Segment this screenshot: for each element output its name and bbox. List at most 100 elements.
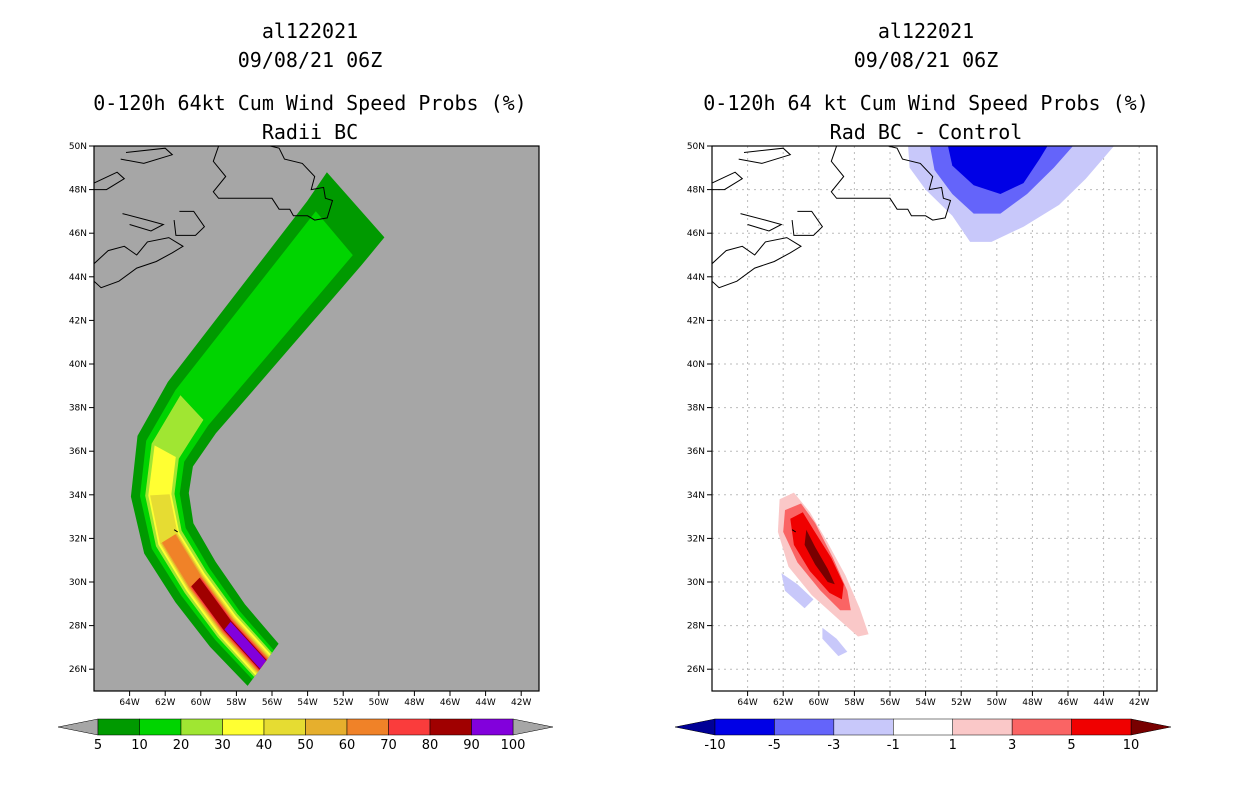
left-x-tick-label: 54W — [297, 698, 317, 708]
right-colorbar-swatch — [833, 718, 894, 736]
right-contour-minus-3-patch — [781, 573, 814, 609]
left-x-tick-label: 52W — [333, 698, 353, 708]
left-coastline — [94, 237, 184, 289]
left-colorbar-label: 10 — [131, 738, 148, 753]
right-contour-minus-3-patch — [822, 627, 848, 657]
right-coastline — [712, 171, 744, 191]
left-y-tick-label: 36N — [69, 447, 87, 457]
right-y-tick-label: 32N — [687, 534, 705, 544]
right-coastline — [712, 237, 802, 289]
right-y-tick-label: 30N — [687, 578, 705, 588]
left-colorbar-swatch — [388, 718, 431, 736]
left-x-tick-label: 44W — [475, 698, 495, 708]
left-colorbar-swatch — [180, 718, 223, 736]
right-coastline — [740, 213, 783, 232]
left-colorbar-label: 20 — [173, 738, 190, 753]
right-map-panel: 64W 62W 60W 58W 56W 54W 52W 50W 48W 46W 44W 42W 26N 2… — [674, 142, 1172, 753]
right-coastline — [830, 146, 952, 221]
left-coastline — [122, 213, 165, 232]
right-colorbar-swatch — [1011, 718, 1072, 736]
right-y-tick-label: 34N — [687, 491, 705, 501]
right-coastline — [791, 529, 796, 533]
right-chart-subtitle: Rad BC - Control — [829, 120, 1023, 144]
left-y-tick-label: 48N — [69, 186, 87, 196]
left-x-tick-label: 50W — [369, 698, 389, 708]
right-y-tick-label: 36N — [687, 447, 705, 457]
left-coastline — [120, 147, 174, 164]
left-colorbar-label: 100 — [501, 738, 526, 753]
left-colorbar-swatch — [346, 718, 389, 736]
left-y-tick-label: 26N — [69, 665, 87, 675]
right-x-tick-label: 42W — [1129, 698, 1149, 708]
left-y-tick-label: 38N — [69, 404, 87, 414]
right-colorbar-extend-high — [1130, 718, 1172, 736]
right-chart-title: 0-120h 64 kt Cum Wind Speed Probs (%) — [703, 91, 1149, 115]
right-x-tick-label: 50W — [987, 698, 1007, 708]
left-contour-20-pct — [145, 395, 272, 677]
right-x-tick-label: 54W — [915, 698, 935, 708]
left-map-panel: 64W 62W 60W 58W 56W 54W 52W 50W 48W 46W 44W 42W 26N 2… — [57, 142, 554, 753]
left-colorbar-label: 50 — [297, 738, 314, 753]
right-colorbar-swatch — [893, 718, 953, 736]
left-colorbar-label: 5 — [94, 738, 102, 753]
right-colorbar-label: -3 — [827, 738, 840, 753]
right-colorbar-swatch — [952, 718, 1013, 736]
left-x-tick-label: 60W — [191, 698, 211, 708]
left-colorbar-label: 30 — [214, 738, 231, 753]
left-chart-title: 0-120h 64kt Cum Wind Speed Probs (%) — [93, 91, 527, 115]
left-x-tick-label: 62W — [155, 698, 175, 708]
left-x-tick-label: 42W — [511, 698, 531, 708]
right-colorbar-label: -10 — [704, 738, 725, 753]
left-y-tick-label: 32N — [69, 534, 87, 544]
left-y-tick-label: 34N — [69, 491, 87, 501]
left-datetime: 09/08/21 06Z — [237, 48, 383, 72]
right-y-tick-label: 46N — [687, 229, 705, 239]
left-colorbar-swatch — [429, 718, 472, 736]
right-colorbar-swatch — [774, 718, 835, 736]
left-coastlines — [94, 146, 334, 533]
left-x-tick-label: 64W — [119, 698, 139, 708]
left-colorbar-swatch — [97, 718, 140, 736]
left-y-tick-label: 50N — [69, 142, 87, 152]
left-y-tick-label: 40N — [69, 360, 87, 370]
left-contour-90-pct — [224, 621, 267, 669]
left-colorbar-label: 90 — [463, 738, 480, 753]
left-x-tick-label: 58W — [226, 698, 246, 708]
right-storm-id: al122021 — [877, 19, 975, 43]
right-x-tick-label: 48W — [1022, 698, 1042, 708]
right-plot-background — [712, 146, 1157, 691]
right-coastline — [791, 210, 824, 236]
right-difference-contours — [777, 146, 1115, 657]
right-x-tick-label: 44W — [1093, 698, 1113, 708]
right-contour-minus-10 — [947, 146, 1048, 194]
left-chart-subtitle: Radii BC — [261, 120, 359, 144]
right-coastline — [738, 147, 792, 164]
right-y-tick-label: 28N — [687, 622, 705, 632]
right-x-tick-label: 60W — [809, 698, 829, 708]
right-coastlines — [712, 146, 952, 533]
left-y-tick-label: 28N — [69, 622, 87, 632]
right-colorbar-label: 3 — [1008, 738, 1016, 753]
left-x-tick-label: 46W — [440, 698, 460, 708]
right-x-tick-label: 46W — [1058, 698, 1078, 708]
left-colorbar-label: 60 — [339, 738, 356, 753]
right-colorbar-label: -5 — [768, 738, 781, 753]
left-coastline — [212, 146, 334, 221]
left-coastline — [173, 529, 178, 533]
left-x-tick-label: 56W — [262, 698, 282, 708]
left-colorbar-swatch — [222, 718, 265, 736]
right-colorbar-extend-low — [674, 718, 716, 736]
right-y-tick-label: 44N — [687, 273, 705, 283]
left-plot-frame — [93, 145, 540, 692]
right-y-tick-label: 50N — [687, 142, 705, 152]
right-datetime: 09/08/21 06Z — [853, 48, 999, 72]
left-y-tick-label: 42N — [69, 316, 87, 326]
right-x-tick-label: 58W — [844, 698, 864, 708]
left-colorbar-swatch — [471, 718, 514, 736]
left-colorbar-swatch — [139, 718, 182, 736]
left-colorbar-extend-low — [57, 718, 99, 736]
right-colorbar-swatch — [1071, 718, 1132, 736]
right-colorbar-swatch — [714, 718, 775, 736]
left-storm-id: al122021 — [261, 19, 359, 43]
right-colorbar-label: 5 — [1067, 738, 1075, 753]
